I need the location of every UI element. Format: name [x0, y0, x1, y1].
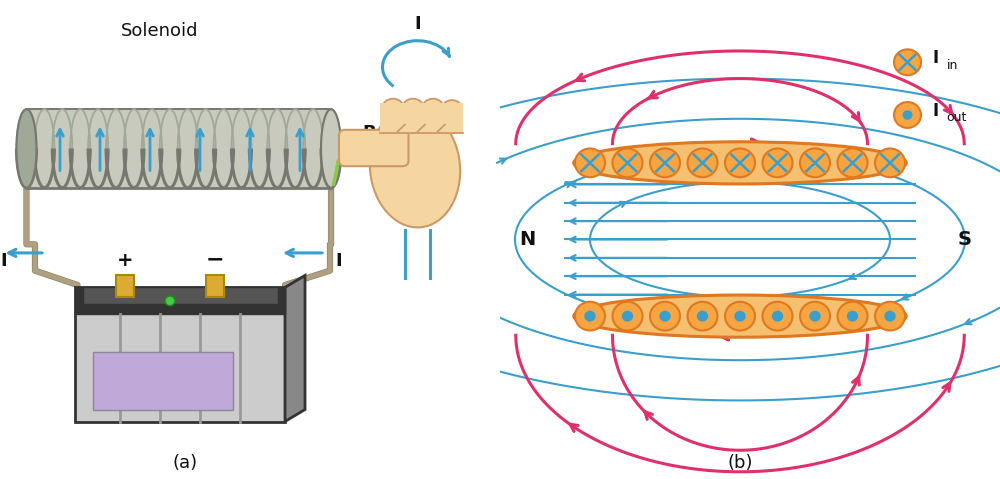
Text: S: S	[958, 230, 972, 249]
Circle shape	[575, 302, 605, 331]
Ellipse shape	[403, 99, 424, 117]
Circle shape	[697, 311, 708, 321]
Ellipse shape	[16, 109, 36, 188]
Ellipse shape	[422, 99, 444, 117]
Text: I: I	[0, 252, 7, 270]
Circle shape	[612, 302, 642, 331]
Circle shape	[650, 302, 680, 331]
Circle shape	[875, 302, 905, 331]
Text: I: I	[335, 252, 342, 270]
Bar	[75, 287, 285, 314]
Circle shape	[800, 148, 830, 177]
Polygon shape	[285, 275, 305, 422]
Circle shape	[688, 148, 718, 177]
Circle shape	[659, 311, 671, 321]
Text: I: I	[414, 15, 421, 33]
Circle shape	[875, 148, 905, 177]
Ellipse shape	[321, 109, 341, 188]
Circle shape	[763, 148, 792, 177]
Circle shape	[894, 102, 921, 128]
Circle shape	[772, 311, 783, 321]
Circle shape	[650, 148, 680, 177]
Bar	[92, 352, 232, 410]
Text: (a): (a)	[172, 454, 198, 472]
Text: in: in	[946, 58, 958, 72]
Text: N: N	[519, 230, 536, 249]
Bar	[75, 287, 285, 422]
Text: out: out	[946, 111, 967, 125]
Ellipse shape	[370, 108, 460, 228]
Circle shape	[902, 110, 912, 120]
Ellipse shape	[442, 100, 462, 115]
Circle shape	[584, 311, 596, 321]
Text: Solenoid: Solenoid	[121, 22, 199, 40]
Text: $\mathbf{I}$: $\mathbf{I}$	[932, 49, 938, 68]
Bar	[116, 275, 134, 297]
Circle shape	[734, 311, 746, 321]
Circle shape	[847, 311, 858, 321]
Circle shape	[800, 302, 830, 331]
Text: +: +	[117, 251, 133, 270]
Circle shape	[809, 311, 821, 321]
Bar	[206, 275, 224, 297]
Circle shape	[688, 302, 718, 331]
Circle shape	[725, 302, 755, 331]
Text: B: B	[362, 124, 376, 142]
Bar	[26, 109, 331, 188]
Circle shape	[894, 49, 921, 75]
Circle shape	[725, 148, 755, 177]
Circle shape	[763, 302, 792, 331]
Text: −: −	[206, 250, 224, 270]
Text: (b): (b)	[727, 454, 753, 472]
Circle shape	[575, 148, 605, 177]
Circle shape	[622, 311, 633, 321]
Ellipse shape	[382, 99, 404, 117]
FancyBboxPatch shape	[82, 287, 278, 304]
Circle shape	[838, 302, 868, 331]
Ellipse shape	[574, 142, 906, 184]
Circle shape	[884, 311, 896, 321]
Text: $\mathbf{I}$: $\mathbf{I}$	[932, 102, 938, 120]
Circle shape	[165, 296, 175, 306]
Ellipse shape	[574, 295, 906, 337]
Circle shape	[612, 148, 642, 177]
FancyBboxPatch shape	[339, 130, 409, 166]
Circle shape	[838, 148, 868, 177]
Bar	[380, 103, 462, 134]
